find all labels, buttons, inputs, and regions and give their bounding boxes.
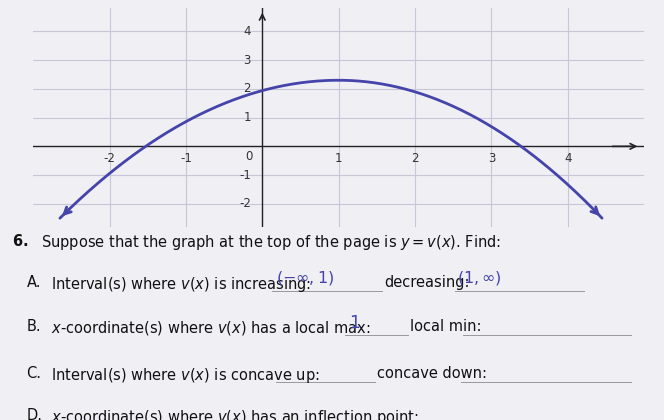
Text: local min:: local min: <box>410 319 482 334</box>
Text: $\mathbf{6.}$: $\mathbf{6.}$ <box>12 233 29 249</box>
Text: 4: 4 <box>243 25 251 38</box>
Text: -2: -2 <box>239 197 251 210</box>
Text: decreasing:: decreasing: <box>384 275 469 290</box>
Text: 1: 1 <box>335 152 343 165</box>
Text: 3: 3 <box>244 54 251 67</box>
Text: concave down:: concave down: <box>377 365 487 381</box>
Text: -2: -2 <box>104 152 116 165</box>
Text: Interval(s) where $v(x)$ is concave up:: Interval(s) where $v(x)$ is concave up: <box>51 365 320 385</box>
Text: $(-\infty, 1)$: $(-\infty, 1)$ <box>276 269 334 287</box>
Text: Suppose that the graph at the top of the page is $y = v(x)$. Find:: Suppose that the graph at the top of the… <box>41 233 501 252</box>
Text: 3: 3 <box>487 152 495 165</box>
Text: 1: 1 <box>243 111 251 124</box>
Text: -1: -1 <box>239 168 251 181</box>
Text: $x$-coordinate(s) where $v(x)$ has a local max:: $x$-coordinate(s) where $v(x)$ has a loc… <box>51 319 371 337</box>
Text: 2: 2 <box>411 152 419 165</box>
Text: A.: A. <box>27 275 41 290</box>
Text: $(1, \infty)$: $(1, \infty)$ <box>457 269 502 287</box>
Text: Interval(s) where $v(x)$ is increasing:: Interval(s) where $v(x)$ is increasing: <box>51 275 311 294</box>
Text: $x$-coordinate(s) where $v(x)$ has an inflection point:: $x$-coordinate(s) where $v(x)$ has an in… <box>51 408 419 420</box>
Text: -1: -1 <box>180 152 192 165</box>
Text: D.: D. <box>27 408 42 420</box>
Text: 4: 4 <box>564 152 572 165</box>
Text: 2: 2 <box>243 82 251 95</box>
Text: $1$: $1$ <box>349 315 360 332</box>
Text: B.: B. <box>27 319 41 334</box>
Text: C.: C. <box>27 365 42 381</box>
Text: 0: 0 <box>246 150 253 163</box>
